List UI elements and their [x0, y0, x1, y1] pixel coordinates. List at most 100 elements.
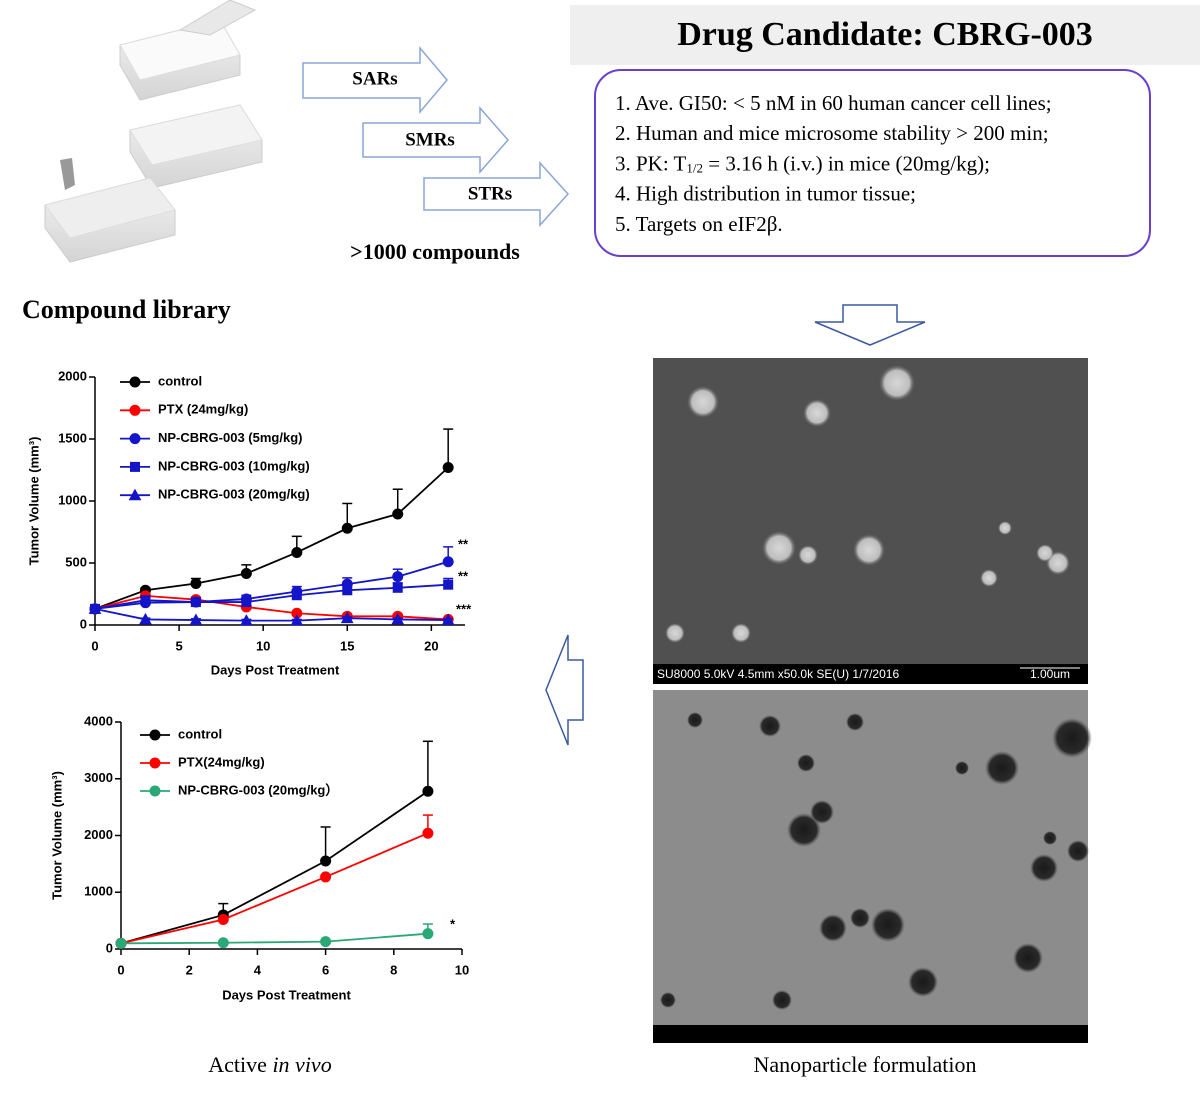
y-tick-label: 2000	[84, 827, 113, 842]
marker	[115, 937, 127, 949]
marker	[240, 568, 252, 580]
y-tick-label: 1000	[58, 492, 87, 507]
particle	[846, 713, 864, 731]
marker	[189, 613, 203, 626]
sem-image	[653, 358, 1088, 684]
chart: 0 500 1000 1500 2000 0 5 10 15 20 Days Post Treatm…	[26, 368, 472, 677]
x-tick-label: 5	[175, 638, 182, 653]
series-line	[94, 594, 449, 621]
marker	[140, 595, 151, 606]
sem-particles	[665, 365, 1070, 643]
sar-arrows	[302, 45, 570, 227]
legend-marker	[149, 729, 161, 741]
item-part: = 3.16 h (i.v.) in mice (20mg/kg);	[703, 151, 990, 175]
candidate-item: 2. Human and mice microsome stability > …	[615, 121, 1049, 145]
y-tick-label: 0	[106, 940, 113, 955]
legend-label: PTX (24mg/kg)	[158, 402, 248, 417]
particle	[1013, 943, 1043, 973]
marker	[340, 611, 354, 624]
particle	[1043, 831, 1057, 845]
series-line	[120, 932, 428, 945]
marker	[392, 582, 403, 593]
particle	[687, 386, 719, 418]
y-tick-label: 1500	[58, 430, 87, 445]
y-tick-label: 500	[65, 554, 87, 569]
particle	[985, 751, 1019, 785]
marker	[392, 571, 404, 583]
marker	[139, 612, 152, 625]
marker	[240, 614, 253, 626]
legend-marker	[149, 785, 161, 797]
particle	[908, 967, 938, 997]
invivo-caption: Active in vivo	[208, 1052, 331, 1077]
legend-marker	[129, 433, 141, 445]
series-line	[94, 583, 449, 610]
sem-scale: 1.00um	[1030, 667, 1070, 681]
library-caption: Compound library	[22, 295, 231, 324]
legend-marker	[129, 404, 141, 416]
marker	[320, 871, 332, 883]
marker	[443, 579, 454, 590]
compound-count: >1000 compounds	[350, 239, 520, 264]
significance: ***	[456, 601, 472, 616]
marker	[190, 577, 202, 589]
legend-label: control	[158, 373, 202, 388]
legend-label: control	[178, 726, 222, 741]
candidate-item: 5. Targets on eIF2β.	[615, 212, 783, 236]
marker	[422, 785, 434, 797]
particle	[772, 990, 792, 1010]
particle	[819, 914, 847, 942]
particle	[810, 800, 834, 824]
marker	[422, 928, 434, 940]
legend-marker	[129, 376, 141, 388]
particle	[1067, 840, 1089, 862]
x-axis-label: Days Post Treatment	[222, 987, 351, 1002]
marker	[441, 613, 455, 626]
tem-info-bar	[653, 1025, 1088, 1043]
marker	[442, 556, 454, 568]
particle	[731, 623, 751, 643]
x-tick-label: 15	[340, 638, 354, 653]
y-tick-label: 0	[80, 616, 87, 631]
marker	[291, 590, 302, 601]
tem-particles	[660, 712, 1092, 1010]
y-axis-label: Tumor Volume (mm³)	[26, 437, 41, 566]
particle	[998, 521, 1012, 535]
y-tick-label: 3000	[84, 770, 113, 785]
marker	[320, 855, 332, 867]
x-tick-label: 0	[91, 638, 98, 653]
particle	[1052, 718, 1092, 758]
x-tick-label: 10	[455, 962, 469, 977]
marker	[320, 936, 332, 948]
particle	[798, 545, 818, 565]
particle	[660, 992, 676, 1008]
particle	[1036, 544, 1054, 562]
legend-marker	[130, 461, 140, 472]
x-tick-label: 8	[390, 962, 397, 977]
marker	[391, 612, 405, 625]
well-plates	[44, 0, 263, 263]
legend-label: PTX(24mg/kg)	[178, 754, 265, 769]
particle	[762, 531, 796, 565]
significance: **	[458, 536, 469, 551]
series-line	[94, 466, 449, 610]
arrow-label: SARs	[352, 68, 397, 89]
particle	[879, 365, 915, 401]
particle	[687, 712, 703, 728]
y-tick-label: 1000	[84, 884, 113, 899]
sem-caption: SU8000 5.0kV 4.5mm x50.0k SE(U) 1/7/2016	[657, 667, 899, 681]
series-line	[94, 607, 449, 622]
particle	[803, 399, 831, 427]
marker	[341, 522, 353, 534]
item-part: 1/2	[686, 161, 703, 176]
y-tick-label: 2000	[58, 368, 87, 383]
item-part: 3. PK: T	[615, 151, 687, 175]
marker	[290, 614, 304, 626]
x-tick-label: 0	[117, 962, 124, 977]
particle	[955, 761, 969, 775]
y-tick-label: 4000	[84, 713, 113, 728]
legend-label: NP-CBRG-003 (20mg/kg）	[178, 782, 338, 797]
marker	[442, 462, 454, 474]
